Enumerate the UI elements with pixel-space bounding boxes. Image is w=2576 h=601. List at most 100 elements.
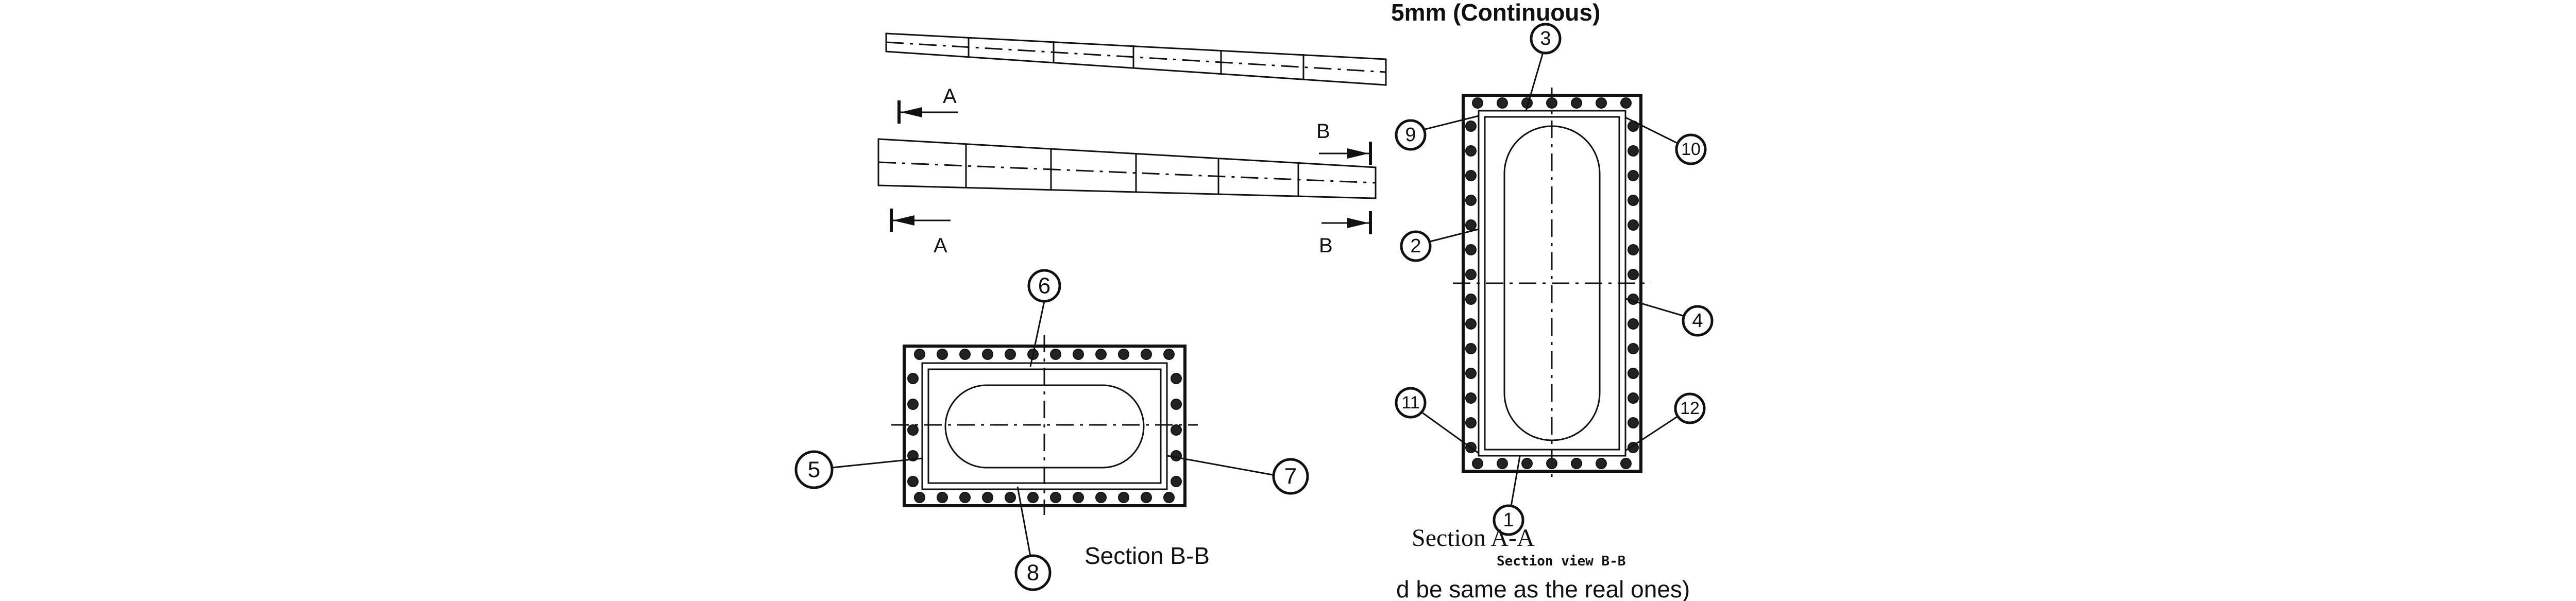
lower-tapered-beam bbox=[877, 138, 1377, 199]
bolt-icon bbox=[1005, 349, 1016, 360]
callout-5-label: 5 bbox=[808, 457, 820, 483]
callout-8-label: 8 bbox=[1027, 560, 1039, 586]
callout-3-label: 3 bbox=[1540, 28, 1551, 49]
section-view-caption: Section view B-B bbox=[1497, 554, 1625, 569]
callout-9: 9 bbox=[1395, 119, 1427, 151]
bolt-icon bbox=[1472, 458, 1483, 469]
bolt-icon bbox=[1596, 97, 1607, 109]
bolt-icon bbox=[1171, 476, 1182, 487]
callout-2-label: 2 bbox=[1410, 235, 1421, 257]
section-bb-bolts bbox=[907, 349, 1182, 503]
callout-1: 1 bbox=[1493, 504, 1524, 536]
bolt-icon bbox=[1628, 343, 1639, 354]
bolt-icon bbox=[1027, 492, 1039, 503]
bolt-icon bbox=[1163, 349, 1175, 360]
bolt-icon bbox=[1095, 492, 1107, 503]
bolt-icon bbox=[907, 424, 919, 436]
bolt-icon bbox=[1571, 458, 1582, 469]
marker-b-upper-label: B bbox=[1316, 120, 1330, 143]
section-marker-b-upper: B bbox=[1316, 120, 1372, 165]
bolt-icon bbox=[1628, 442, 1639, 453]
bolt-icon bbox=[1628, 368, 1639, 379]
bolt-icon bbox=[907, 399, 919, 410]
bolt-icon bbox=[1465, 368, 1477, 379]
bolt-icon bbox=[1073, 492, 1084, 503]
marker-b-lower-label: B bbox=[1319, 234, 1333, 257]
bolt-icon bbox=[1141, 349, 1152, 360]
section-marker-a-lower: A bbox=[890, 209, 951, 257]
bolt-icon bbox=[1118, 492, 1129, 503]
bolt-icon bbox=[982, 492, 993, 503]
callout-12-label: 12 bbox=[1680, 399, 1700, 418]
bolt-icon bbox=[1628, 195, 1639, 206]
callout-6-label: 6 bbox=[1038, 273, 1050, 299]
bolt-icon bbox=[1005, 492, 1016, 503]
bolt-icon bbox=[1628, 244, 1639, 255]
bolt-icon bbox=[1628, 417, 1639, 428]
section-marker-a-upper: A bbox=[897, 85, 958, 124]
callout-3: 3 bbox=[1530, 23, 1562, 55]
bolt-icon bbox=[1073, 349, 1084, 360]
callout-6: 6 bbox=[1027, 269, 1061, 303]
bolt-icon bbox=[937, 349, 948, 360]
bolt-icon bbox=[959, 492, 971, 503]
section-aa-bolts bbox=[1465, 97, 1639, 469]
bolt-icon bbox=[959, 349, 971, 360]
bolt-icon bbox=[1465, 343, 1477, 354]
callout-4-label: 4 bbox=[1692, 310, 1703, 332]
section-aa-caption: Section A-A bbox=[1412, 524, 1535, 552]
footer-text: d be same as the real ones) bbox=[1396, 576, 1690, 601]
bolt-icon bbox=[1497, 97, 1508, 109]
callout-2: 2 bbox=[1400, 230, 1432, 262]
bolt-icon bbox=[1465, 269, 1477, 280]
marker-a-upper-label: A bbox=[943, 85, 957, 108]
section-bb-caption: Section B-B bbox=[1084, 542, 1210, 569]
bolt-icon bbox=[1465, 417, 1477, 428]
bolt-icon bbox=[1628, 145, 1639, 157]
bolt-icon bbox=[1628, 219, 1639, 231]
bolt-icon bbox=[1628, 392, 1639, 404]
bolt-icon bbox=[1171, 373, 1182, 384]
bolt-icon bbox=[1465, 294, 1477, 305]
bolt-icon bbox=[914, 492, 925, 503]
bolt-icon bbox=[914, 349, 925, 360]
callout-8: 8 bbox=[1014, 554, 1052, 591]
bolt-icon bbox=[1465, 121, 1477, 132]
bolt-icon bbox=[1620, 458, 1632, 469]
bolt-icon bbox=[1465, 244, 1477, 255]
bolt-icon bbox=[1628, 269, 1639, 280]
header-text: 5mm (Continuous) bbox=[1391, 0, 1600, 26]
bolt-icon bbox=[1628, 170, 1639, 181]
bolt-icon bbox=[1163, 492, 1175, 503]
bolt-icon bbox=[1546, 97, 1557, 109]
bolt-icon bbox=[1465, 219, 1477, 231]
bolt-icon bbox=[1095, 349, 1107, 360]
bolt-icon bbox=[1171, 399, 1182, 410]
callout-7-label: 7 bbox=[1284, 464, 1297, 489]
bolt-icon bbox=[1050, 492, 1061, 503]
bolt-icon bbox=[1497, 458, 1508, 469]
bolt-icon bbox=[907, 476, 919, 487]
callout-5: 5 bbox=[794, 450, 834, 489]
section-aa-flange bbox=[1453, 88, 1651, 479]
marker-a-lower-label: A bbox=[934, 234, 947, 257]
bolt-icon bbox=[1171, 424, 1182, 436]
bolt-icon bbox=[1050, 349, 1061, 360]
bolt-icon bbox=[1628, 318, 1639, 330]
bolt-icon bbox=[907, 373, 919, 384]
bolt-icon bbox=[937, 492, 948, 503]
section-bb-flange bbox=[891, 335, 1198, 515]
callout-9-label: 9 bbox=[1405, 124, 1416, 146]
callout-4: 4 bbox=[1682, 305, 1714, 337]
bolt-icon bbox=[1465, 392, 1477, 404]
callout-7: 7 bbox=[1272, 458, 1309, 495]
bolt-icon bbox=[1141, 492, 1152, 503]
callout-10-label: 10 bbox=[1681, 140, 1701, 159]
callout-12: 12 bbox=[1674, 392, 1706, 424]
bolt-icon bbox=[1521, 458, 1533, 469]
section-marker-b-lower: B bbox=[1319, 211, 1372, 257]
bolt-icon bbox=[1546, 458, 1557, 469]
bolt-icon bbox=[1465, 145, 1477, 157]
callout-1-label: 1 bbox=[1503, 509, 1514, 531]
